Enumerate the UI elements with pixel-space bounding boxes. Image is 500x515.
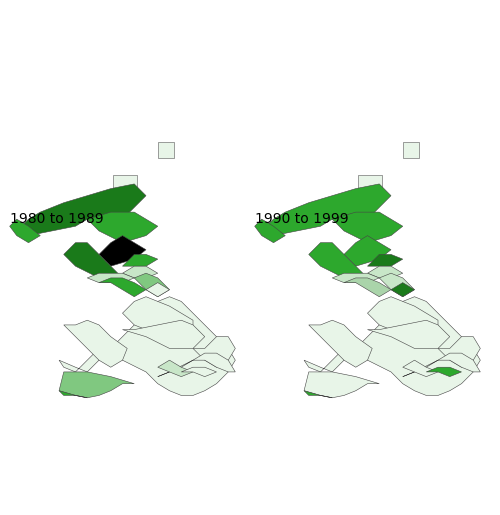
Polygon shape <box>262 184 391 236</box>
Polygon shape <box>193 337 236 367</box>
Polygon shape <box>358 175 382 191</box>
Polygon shape <box>309 243 368 278</box>
Polygon shape <box>344 236 391 266</box>
Polygon shape <box>304 391 332 398</box>
Polygon shape <box>122 320 205 349</box>
Polygon shape <box>254 219 285 243</box>
Polygon shape <box>122 297 193 337</box>
Polygon shape <box>368 297 438 337</box>
Polygon shape <box>332 212 403 243</box>
Polygon shape <box>380 273 414 297</box>
Text: 1990 to 1999: 1990 to 1999 <box>254 212 348 226</box>
Polygon shape <box>332 273 380 283</box>
Polygon shape <box>304 372 380 398</box>
Polygon shape <box>134 273 170 297</box>
Polygon shape <box>181 367 216 376</box>
Polygon shape <box>99 278 146 297</box>
Polygon shape <box>368 266 403 278</box>
Polygon shape <box>344 278 391 297</box>
Polygon shape <box>158 142 174 158</box>
Polygon shape <box>304 297 480 396</box>
Text: 1980 to 1989: 1980 to 1989 <box>10 212 104 226</box>
Polygon shape <box>113 175 136 191</box>
Polygon shape <box>59 391 88 398</box>
Polygon shape <box>391 283 414 297</box>
Polygon shape <box>309 320 372 367</box>
Polygon shape <box>403 353 480 376</box>
Polygon shape <box>99 236 146 266</box>
Polygon shape <box>146 283 170 297</box>
Polygon shape <box>17 184 146 236</box>
Polygon shape <box>88 212 158 243</box>
Polygon shape <box>59 297 236 396</box>
Polygon shape <box>64 320 127 367</box>
Polygon shape <box>158 360 193 376</box>
Polygon shape <box>368 254 403 266</box>
Polygon shape <box>403 142 419 158</box>
Polygon shape <box>368 320 450 349</box>
Polygon shape <box>122 254 158 266</box>
Polygon shape <box>426 367 462 376</box>
Polygon shape <box>158 353 236 376</box>
Polygon shape <box>122 266 158 278</box>
Polygon shape <box>403 360 438 376</box>
Polygon shape <box>64 243 122 278</box>
Polygon shape <box>59 372 134 398</box>
Polygon shape <box>438 337 480 367</box>
Polygon shape <box>88 273 134 283</box>
Polygon shape <box>10 219 40 243</box>
